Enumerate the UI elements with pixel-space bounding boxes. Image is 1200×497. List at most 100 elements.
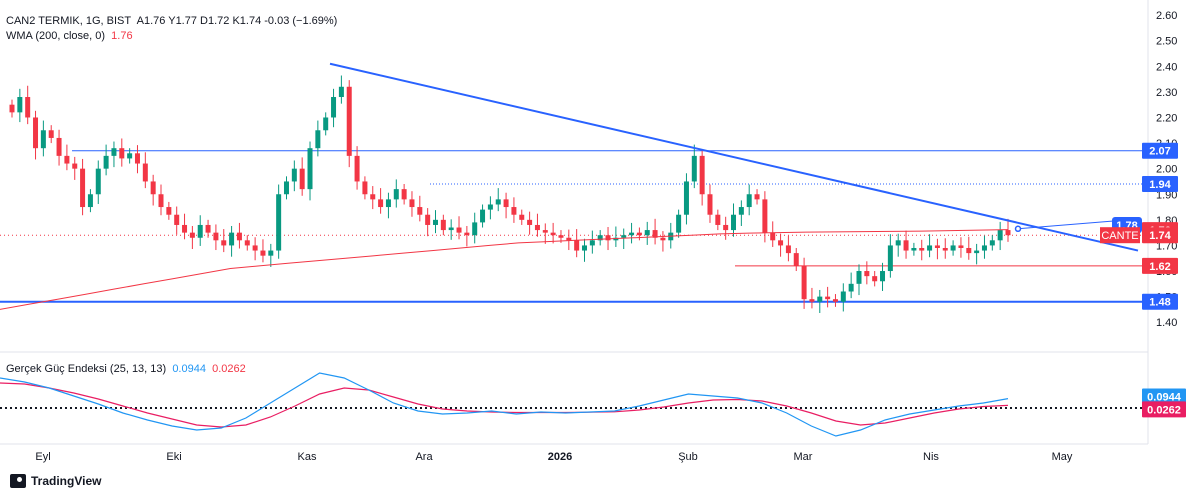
candle-body <box>825 296 831 300</box>
candle-body <box>731 214 737 231</box>
candle-body <box>87 194 93 208</box>
price-tick-label: 1.40 <box>1156 317 1177 329</box>
price-badge-label: 2.07 <box>1149 146 1170 158</box>
candle-body <box>519 214 525 220</box>
time-tick-label: Mar <box>794 451 813 463</box>
candle-body <box>448 227 454 231</box>
time-tick-label: Şub <box>678 451 698 463</box>
candle-body <box>699 155 705 195</box>
price-tick-label: 2.40 <box>1156 61 1177 73</box>
candle-body <box>323 117 329 131</box>
projection-line <box>1017 220 1113 230</box>
candle-body <box>691 155 697 182</box>
candle-body <box>864 271 870 277</box>
tradingview-logo-icon <box>10 474 26 488</box>
tsi-badge-bg <box>1142 388 1186 405</box>
candle-body <box>566 237 572 241</box>
time-tick-label: Nis <box>923 451 939 463</box>
candle-body <box>370 194 376 200</box>
candle-body <box>903 240 909 251</box>
candle-body <box>636 232 642 236</box>
brand-name: TradingView <box>31 474 102 488</box>
candle-body <box>746 194 752 208</box>
symbol-line: CAN2 TERMIK, 1G, BIST <box>6 15 132 27</box>
candle-body <box>315 130 321 149</box>
candle-body <box>574 240 580 251</box>
candle-body <box>276 194 282 251</box>
candle-body <box>268 250 274 256</box>
candle-body <box>166 207 172 215</box>
price-badge-label: 1.74 <box>1149 230 1171 242</box>
price-badge-bg <box>1142 293 1178 310</box>
candle-body <box>660 237 666 241</box>
candle-body <box>487 204 493 210</box>
candle-body <box>134 153 140 164</box>
candle-body <box>597 235 603 241</box>
candle-body <box>542 230 548 233</box>
candle-body <box>895 240 901 246</box>
price-tick-label: 1.90 <box>1156 189 1177 201</box>
time-tick-label: Kas <box>298 451 317 463</box>
candle-body <box>362 181 368 195</box>
candle-body <box>778 240 784 246</box>
candle-body <box>511 207 517 215</box>
candle-body <box>142 163 148 182</box>
wma-line <box>0 229 1009 310</box>
candle-body <box>683 181 689 215</box>
candle-body <box>307 148 313 190</box>
candle-body <box>80 168 86 208</box>
candle-body <box>425 214 431 225</box>
candle-body <box>989 240 995 246</box>
candle-body <box>707 194 713 215</box>
candle-body <box>809 299 815 302</box>
wma-label: WMA (200, close, 0) <box>6 30 106 42</box>
price-badge: 1.74 CANTE <box>1100 227 1178 244</box>
candle-body <box>393 189 399 200</box>
time-tick-label: Eyl <box>35 451 50 463</box>
candle-body <box>676 214 682 233</box>
candle-body <box>754 194 760 200</box>
candle-body <box>244 240 250 246</box>
candle-body <box>582 245 588 251</box>
tsi-line <box>0 372 1009 437</box>
candle-body <box>652 230 658 238</box>
candle-body <box>440 219 446 231</box>
candle-body <box>950 245 956 251</box>
price-badge-bg <box>1142 227 1178 244</box>
price-tick-label: 2.20 <box>1156 112 1177 124</box>
candle-body <box>856 271 862 284</box>
candle-body <box>378 199 384 208</box>
chart-legend-header: CAN2 TERMIK, 1G, BIST A1.76 Y1.77 D1.72 … <box>6 15 337 27</box>
candle-body <box>464 232 470 236</box>
candle-body <box>409 199 415 208</box>
candle-body <box>919 247 925 251</box>
candle-body <box>221 240 227 246</box>
candle-body <box>550 232 556 236</box>
tsi-label: Gerçek Güç Endeksi (25, 13, 13) <box>6 363 167 375</box>
candle-body <box>840 291 846 302</box>
candle-body <box>17 97 23 113</box>
price-badge-label: 1.94 <box>1149 179 1171 191</box>
candle-body <box>111 148 117 156</box>
candle-body <box>127 153 133 159</box>
candle-body <box>762 199 768 233</box>
symbol-tag-bg <box>1100 227 1140 244</box>
tsi-value: 0.0944 <box>172 363 206 375</box>
time-tick-label: Ara <box>415 451 433 463</box>
candle-body <box>1005 230 1011 236</box>
price-badge: 1.62 <box>1142 257 1178 274</box>
candle-body <box>291 168 297 182</box>
candle-body <box>174 214 180 225</box>
wma-value: 1.76 <box>111 30 133 42</box>
tsi-value-badge: 0.0944 <box>1142 388 1186 405</box>
tsi-value-badge: 0.0262 <box>1142 401 1186 418</box>
candle-body <box>25 97 31 118</box>
tsi-badge-label: 0.0262 <box>1147 404 1181 416</box>
candle-body <box>338 86 344 98</box>
candle-body <box>354 155 360 182</box>
candle-body <box>401 189 407 200</box>
candle-body <box>503 199 509 208</box>
candle-body <box>644 230 650 236</box>
candle-body <box>942 247 948 251</box>
